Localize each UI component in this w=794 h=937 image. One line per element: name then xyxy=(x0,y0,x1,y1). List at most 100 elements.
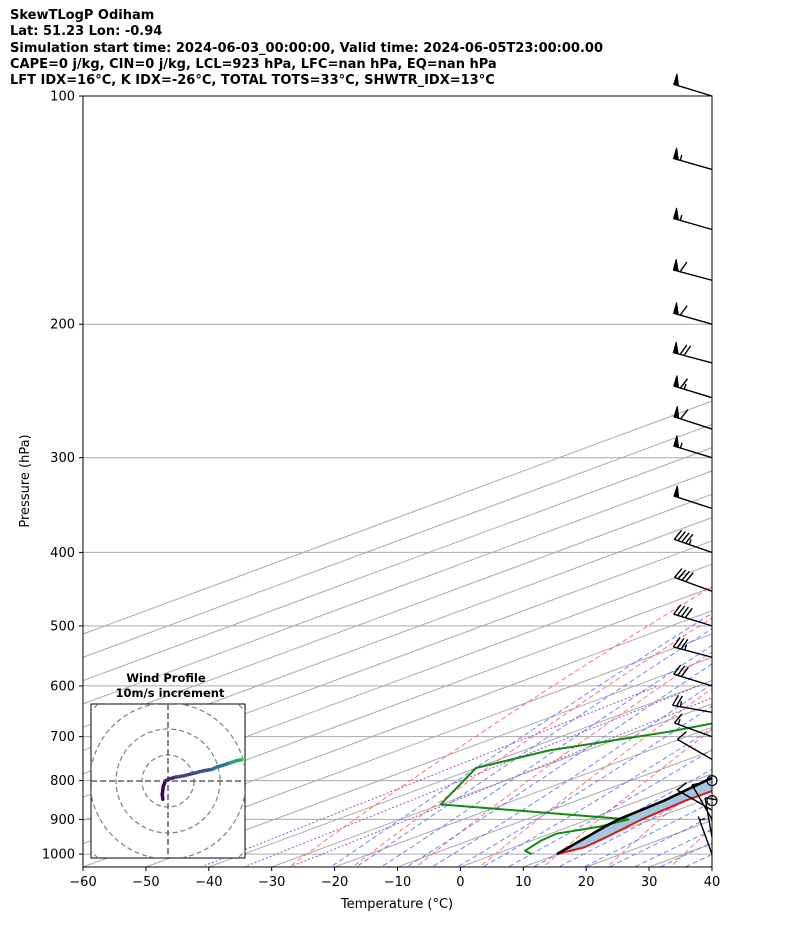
dry-adiabat-line xyxy=(606,774,712,867)
x-tick-label: 30 xyxy=(641,875,658,890)
barb-full xyxy=(680,666,689,677)
wind-barb xyxy=(673,73,713,97)
moist-adiabat-line xyxy=(430,683,712,867)
wind-barb xyxy=(673,485,713,510)
barb-full xyxy=(677,569,687,580)
barb-full xyxy=(681,532,690,543)
dry-adiabat-line xyxy=(542,728,712,867)
isotherm-line xyxy=(83,423,712,658)
barb-full xyxy=(679,305,688,316)
barb-flag xyxy=(673,406,680,419)
isotherm-line xyxy=(396,749,712,867)
barb-half xyxy=(684,644,688,651)
dewpoint-line xyxy=(439,722,712,855)
barb-flag xyxy=(672,259,679,272)
y-tick-label: 300 xyxy=(50,451,75,466)
wind-barb xyxy=(673,435,713,459)
y-tick-label: 200 xyxy=(50,318,75,333)
barb-flag xyxy=(673,73,680,87)
moist-adiabat-line xyxy=(633,829,712,867)
barb-shaft xyxy=(673,312,713,325)
wind-barb xyxy=(672,302,713,325)
barb-full xyxy=(680,606,689,617)
wind-barbs xyxy=(672,73,718,855)
barb-shaft xyxy=(672,704,713,713)
barb-full xyxy=(683,345,692,356)
moist-adiabat-line xyxy=(709,865,712,867)
isotherm-line xyxy=(83,610,712,845)
wind-barb xyxy=(673,529,713,554)
wind-barb xyxy=(691,782,713,820)
barb-half xyxy=(679,701,683,707)
wind-barb xyxy=(672,636,713,658)
x-tick-label: −40 xyxy=(195,875,222,890)
wind-barb xyxy=(673,406,713,430)
wind-barb xyxy=(673,604,713,627)
barb-full xyxy=(677,531,686,542)
isotherm-line xyxy=(458,773,712,867)
barb-flag xyxy=(672,147,679,161)
stability-parameters: CAPE=0 j/kg, CIN=0 j/kg, LCL=923 hPa, LF… xyxy=(10,56,497,72)
dry-adiabat-line xyxy=(288,586,712,867)
x-tick-label: 20 xyxy=(578,875,595,890)
dry-adiabat-line xyxy=(351,617,712,867)
y-tick-label: 100 xyxy=(50,90,75,105)
wind-barb xyxy=(672,147,713,171)
dry-adiabat-line xyxy=(669,827,712,867)
wind-barb xyxy=(704,797,717,838)
barb-full xyxy=(680,638,689,650)
moist-adiabat-line xyxy=(683,853,712,867)
isotherm-line xyxy=(144,656,712,867)
barb-full xyxy=(676,731,687,740)
barb-shaft xyxy=(673,495,713,510)
barb-full xyxy=(673,604,682,615)
barb-half xyxy=(677,718,681,725)
barb-shaft xyxy=(673,269,713,281)
barb-full xyxy=(679,378,689,389)
wind-barb xyxy=(672,207,713,231)
barb-shaft xyxy=(673,416,713,430)
isotherm-line xyxy=(83,400,712,635)
y-tick-label: 800 xyxy=(50,774,75,789)
moist-adiabat-line xyxy=(729,79,794,870)
x-tick-label: −50 xyxy=(132,875,159,890)
hodograph-trace-segment xyxy=(181,771,196,778)
barb-full xyxy=(675,695,684,707)
y-tick-label: 400 xyxy=(50,546,75,561)
barb-full xyxy=(673,529,683,540)
barb-full xyxy=(672,694,680,706)
barb-flag xyxy=(672,341,679,355)
barb-full xyxy=(691,782,704,786)
barb-shaft xyxy=(674,576,713,592)
moist-adiabat-line xyxy=(456,705,712,867)
barb-flag xyxy=(673,485,680,499)
station-location: Lat: 51.23 Lon: -0.94 xyxy=(10,24,163,40)
barb-shaft xyxy=(677,738,713,760)
wind-barb xyxy=(672,341,713,364)
y-tick-label: 900 xyxy=(50,813,75,828)
hodograph-increment-label: 10m/s increment xyxy=(116,686,225,700)
dry-adiabat-line xyxy=(415,651,712,867)
barb-full xyxy=(679,344,688,355)
barb-full xyxy=(673,713,683,724)
x-tick-label: −30 xyxy=(258,875,285,890)
barb-full xyxy=(685,572,694,583)
wind-barb xyxy=(672,694,713,713)
x-tick-label: −20 xyxy=(321,875,348,890)
barb-full xyxy=(684,533,694,544)
x-axis-label: Temperature (°C) xyxy=(340,897,453,912)
axes: −60 −50 −40 −30 −20 −10 0 10 20 30 40 100 200 300 400 5… xyxy=(42,90,720,891)
wind-barb xyxy=(673,664,713,687)
isotherm-line xyxy=(207,680,712,867)
barb-shaft xyxy=(673,673,713,687)
moist-adiabat-line xyxy=(532,768,712,867)
wind-barb xyxy=(673,375,713,399)
barb-half xyxy=(699,817,706,821)
barb-shaft xyxy=(673,217,713,231)
wind-barb xyxy=(672,259,713,281)
y-tick-label: 1000 xyxy=(42,848,75,863)
barb-half xyxy=(688,539,692,545)
barb-shaft xyxy=(697,816,713,855)
profile-lines xyxy=(439,722,712,856)
